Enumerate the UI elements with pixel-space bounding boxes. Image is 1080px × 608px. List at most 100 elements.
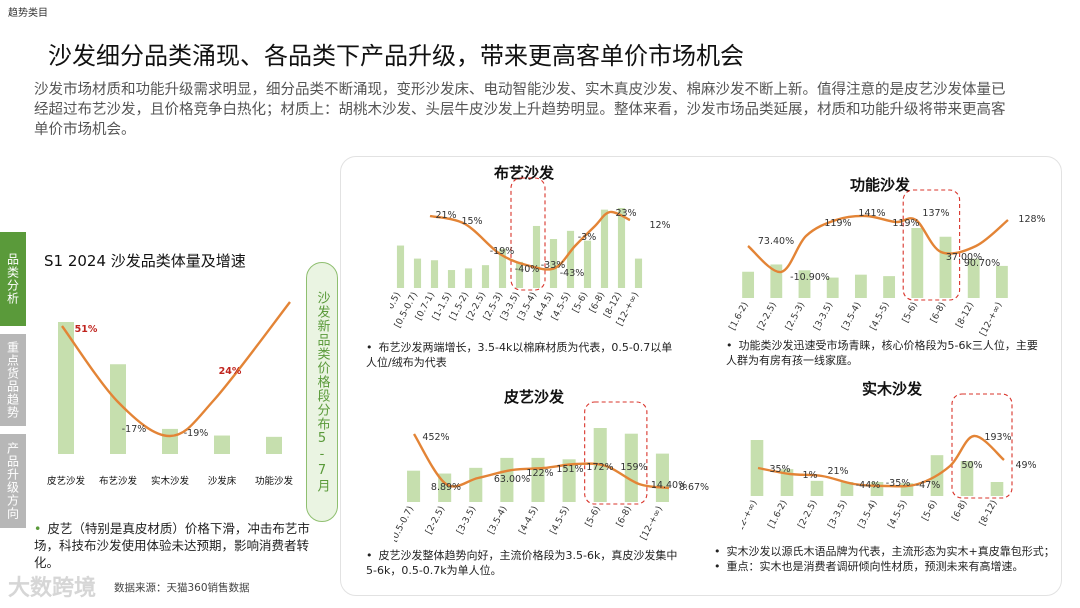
sidebar-tab-key-goods-trend[interactable]: 重点货品趋势 [0,334,26,426]
leather-growth-label: 159% [620,462,647,473]
fabric-note-text: 布艺沙发两端增长，3.5-4k以棉麻材质为代表，0.5-0.7以单人位/绒布为代… [366,341,673,369]
wood-note: • 实木沙发以源氏木语品牌为代表，主流形态为实木+真皮靠包形式； • 重点：实木也是… [714,545,1055,573]
data-source: 数据来源：天猫360销售数据 [114,582,250,594]
function-x-tick: [2.5-3) [784,301,807,332]
function-x-tick: [3-3.5) [812,301,835,332]
category-charts-panel [340,156,1062,596]
wood-bar [990,482,1004,496]
wood-growth-label: 49% [1015,460,1036,471]
wood-x-tick: [5-6) [921,499,940,523]
fabric-bar [532,225,541,288]
fabric-note: • 布艺沙发两端增长，3.5-4k以棉麻材质为代表，0.5-0.7以单人位/绒布为… [366,341,673,369]
wood-growth-label: 1% [802,470,817,481]
leather-bar [624,433,638,502]
wood-growth-label: 21% [827,466,848,477]
watermark-logo: 大数跨境 [8,576,97,601]
function-bar [742,271,755,298]
s1-x-tick: 功能沙发 [255,475,294,487]
wood-bar [960,461,974,496]
function-price-chart: [1.6-2) [2-2.5) [2.5-3) [3-3.5) [3.5-4) [4.5-… [728,189,1046,338]
function-x-tick: [12-+∞) [978,301,1004,338]
s1-x-tick: 布艺沙发 [99,475,138,487]
fabric-growth-label: 23% [615,208,636,219]
s1-x-tick: 实木沙发 [151,475,190,487]
s1-bar [266,436,282,454]
function-bar [911,228,924,298]
function-bar [995,265,1008,298]
wood-x-tick: [6-8) [951,499,970,523]
wood-bar [750,440,764,496]
fabric-price-chart: [0.3-0.5)[0.5-0.7)[0.7-1)[1-1.5)[1.5-2)[… [390,177,671,330]
left-note-text: 皮艺（特别是真皮材质）价格下滑，冲击布艺市场，科技布沙发使用体验未达预期，影响消… [34,521,310,570]
function-x-tick: [6-8) [929,301,948,325]
leather-bar [500,457,514,502]
fabric-growth-label: 15% [461,216,482,227]
function-x-tick: [1.6-2) [728,301,751,332]
leather-bar [655,453,669,502]
function-x-tick: [2-2.5) [756,301,779,332]
fabric-growth-label: -40% [515,264,540,275]
function-x-tick: [4.5-5) [869,301,892,332]
leather-bar [469,467,483,502]
wood-note-text-1: 实木沙发以源氏木语品牌为代表，主流形态为实木+真皮靠包形式； [726,545,1055,558]
page-title: 沙发细分品类涌现、各品类下产品升级，带来更高客单价市场机会 [48,42,744,70]
leather-x-tick: [6-8) [615,505,634,529]
wood-x-tick: [12-+∞) [742,499,760,536]
sidebar-tab-category-analysis[interactable]: 品类分析 [0,232,26,326]
s1-growth-label: 24% [219,366,242,377]
s1-bar [110,364,126,454]
function-growth-label: 119% [824,218,851,229]
leather-highlight-box [584,401,648,505]
fabric-bar [447,270,456,288]
wood-bar [840,482,854,496]
wood-x-tick: [3-3.5) [827,499,850,530]
s1-bar [162,428,178,454]
wood-bar [810,480,824,496]
wood-bar [780,469,794,496]
leather-x-tick: [4.5-5) [549,505,572,536]
leather-note-text: 皮艺沙发整体趋势向好，主流价格段为3.5-6k，真皮沙发集中5-6k，0.5-0… [366,549,678,577]
fabric-bar [430,260,439,288]
leather-growth-label: 172% [586,462,613,473]
fabric-bar [583,240,592,288]
leather-growth-label: 122% [526,468,553,479]
leather-growth-label: 8.89% [431,482,461,493]
function-growth-label: 137% [922,208,949,219]
leather-x-tick: [12-+∞) [639,505,665,542]
sidebar-tab-product-upgrade[interactable]: 产品升级方向 [0,434,26,528]
leather-growth-label: 8.67% [679,482,709,493]
s1-bar [58,322,74,454]
function-growth-label: 141% [858,208,885,219]
left-note-bullet: • [34,521,42,536]
leather-growth-label: 452% [422,432,449,443]
function-x-tick: [5-6) [901,301,920,325]
s1-chart-title: S1 2024 沙发品类体量及增速 [44,252,246,270]
s1-growth-label: -17% [122,424,147,435]
wood-growth-label: 193% [984,432,1011,443]
s1-bar [214,435,230,454]
leather-bar [407,470,421,502]
wood-chart-title: 实木沙发 [862,380,923,398]
wood-highlight-box [951,393,1013,499]
leather-x-tick: [5-6) [584,505,603,529]
fabric-bar [396,245,405,288]
fabric-growth-label: 21% [435,210,456,221]
function-bar [854,274,867,298]
wood-note-text-2: 重点：实木也是消费者调研倾向性材质，预测未来有高增速。 [726,560,1024,573]
fabric-growth-label: -19% [490,246,515,257]
fabric-bar [464,268,473,288]
function-bar [826,277,839,298]
s1-x-tick: 皮艺沙发 [47,475,86,487]
leather-growth-label: 63.00% [494,474,530,485]
wood-growth-label: 50% [961,460,982,471]
fabric-bar [617,208,626,288]
fabric-growth-label: -33% [541,260,566,271]
intro-paragraph: 沙发市场材质和功能升级需求明显，细分品类不断涌现，变形沙发床、电动智能沙发、实木… [34,82,1006,138]
fabric-growth-label: -3% [578,232,597,243]
function-note-text: 功能类沙发迅速受市场青睐，核心价格段为5-6k三人位，主要人群为有房有孩一线家庭… [726,339,1038,367]
leather-x-tick: [4-4.5) [518,505,541,536]
wood-x-tick: [4.5-5) [887,499,910,530]
leather-price-chart: [0.5-0.7) [2-2.5) [3-3.5) [3.5-4) [4-4.5) [4.… [394,401,709,544]
fabric-bar [498,248,507,288]
